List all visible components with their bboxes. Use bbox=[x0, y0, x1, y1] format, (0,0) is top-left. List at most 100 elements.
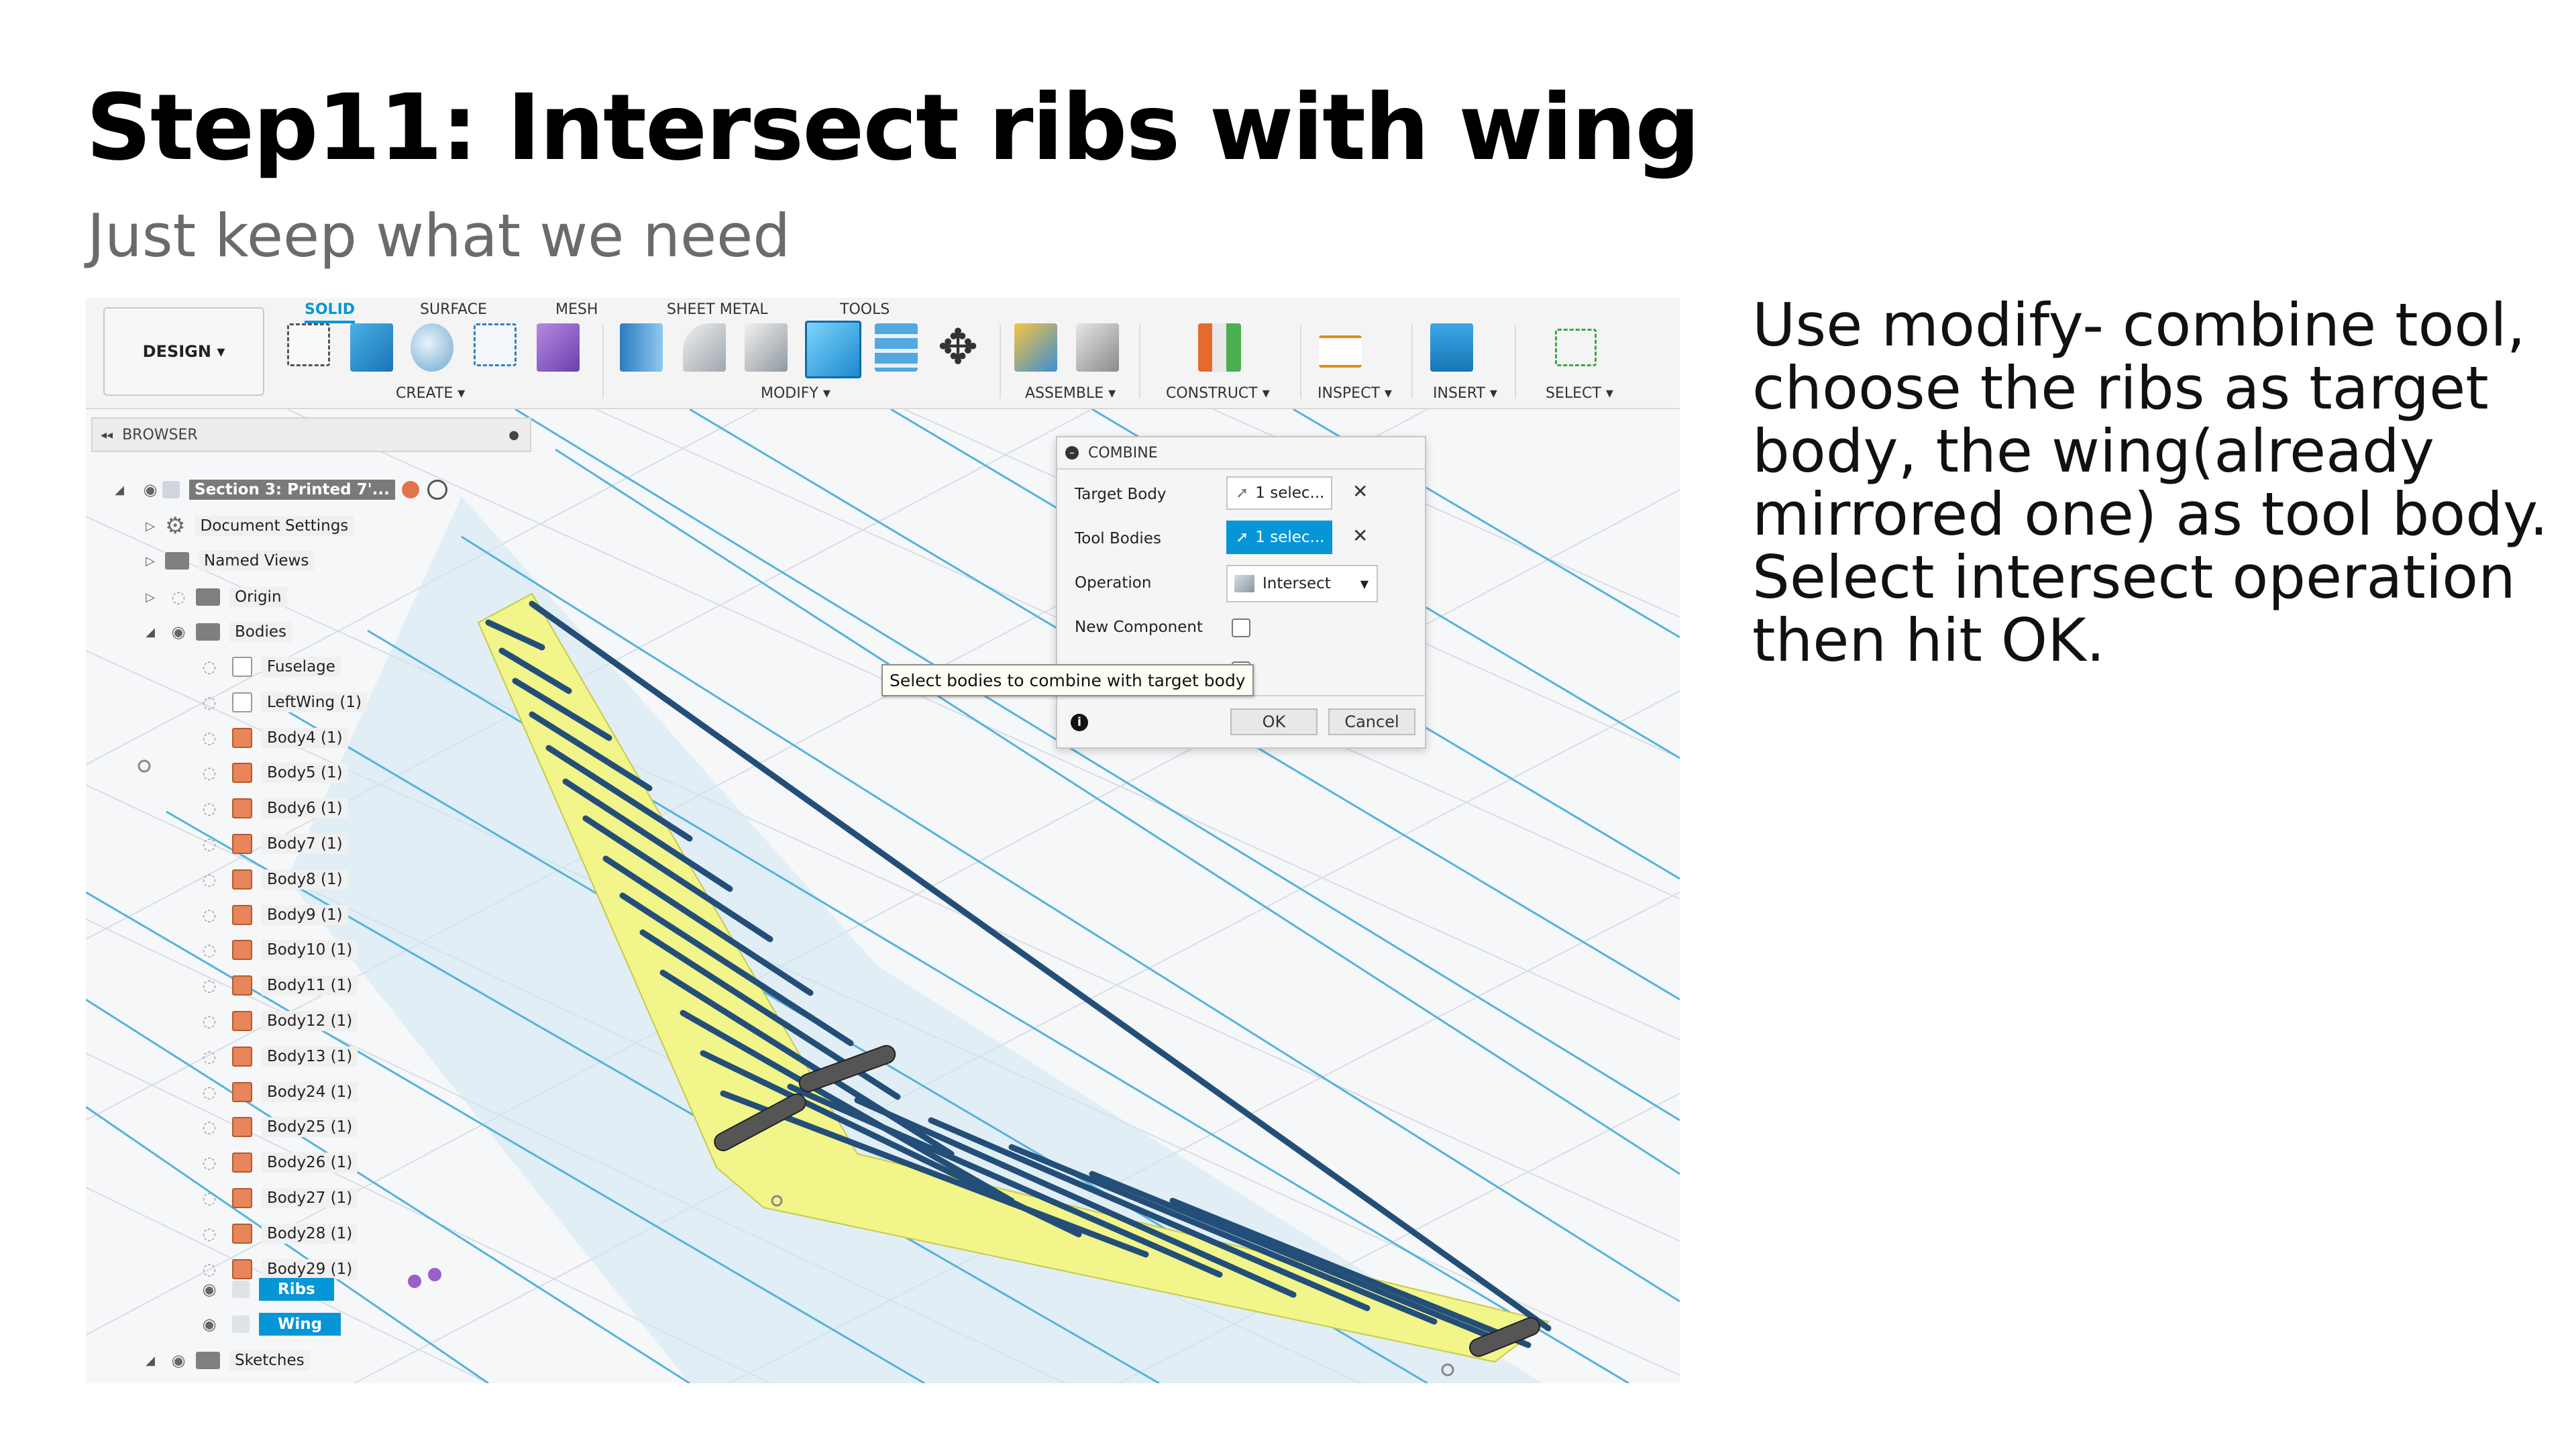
tree-item-body[interactable]: ◌ Body27 (1) bbox=[197, 1183, 358, 1213]
select-menu[interactable]: SELECT ▾ bbox=[1546, 385, 1613, 402]
modify-menu[interactable]: MODIFY ▾ bbox=[761, 385, 830, 402]
hidden-eye-icon[interactable]: ◌ bbox=[202, 1189, 217, 1208]
insert-image-icon[interactable] bbox=[1430, 323, 1473, 372]
browser-pin-icon[interactable]: ● bbox=[508, 427, 519, 442]
expand-caret-icon[interactable]: ▷ bbox=[146, 590, 155, 604]
tree-item-body[interactable]: ◌ Body10 (1) bbox=[197, 935, 358, 965]
tree-item-body[interactable]: ◌ Body13 (1) bbox=[197, 1042, 358, 1071]
hidden-eye-icon[interactable]: ◌ bbox=[202, 1259, 217, 1279]
hidden-eye-icon[interactable]: ◌ bbox=[202, 657, 217, 676]
hidden-eye-icon[interactable]: ◌ bbox=[202, 869, 217, 889]
visibility-eye-icon[interactable]: ◉ bbox=[171, 623, 186, 641]
tree-root[interactable]: ◢ ◉ Section 3: Printed 7'... bbox=[113, 475, 447, 504]
hidden-eye-icon[interactable]: ◌ bbox=[202, 799, 217, 818]
hidden-eye-icon[interactable]: ◌ bbox=[171, 588, 186, 606]
clear-tool-icon[interactable]: ✕ bbox=[1352, 525, 1368, 547]
visibility-eye-icon[interactable]: ◉ bbox=[202, 1315, 217, 1334]
construct-plane-icon[interactable] bbox=[1198, 323, 1241, 372]
hidden-eye-icon[interactable]: ◌ bbox=[202, 1046, 217, 1066]
fillet-icon[interactable] bbox=[683, 323, 726, 372]
hidden-eye-icon[interactable]: ◌ bbox=[202, 835, 217, 853]
tree-item-body[interactable]: ◌ Body5 (1) bbox=[197, 758, 348, 788]
measure-icon[interactable] bbox=[1319, 335, 1362, 368]
tree-item-body[interactable]: ◌ LeftWing (1) bbox=[197, 688, 367, 717]
tree-item-bodies[interactable]: ◢ ◉ Bodies bbox=[144, 617, 292, 647]
hidden-eye-icon[interactable]: ◌ bbox=[202, 1153, 217, 1173]
press-pull-icon[interactable] bbox=[620, 323, 663, 372]
tool-bodies-selector[interactable]: ➚ 1 selec... bbox=[1226, 521, 1332, 554]
hidden-eye-icon[interactable]: ◌ bbox=[202, 728, 217, 747]
select-window-icon[interactable] bbox=[1555, 329, 1597, 366]
tree-item-body[interactable]: ◌ Body12 (1) bbox=[197, 1006, 358, 1036]
expand-caret-icon[interactable]: ◢ bbox=[146, 625, 155, 639]
assemble-menu[interactable]: ASSEMBLE ▾ bbox=[1025, 385, 1116, 402]
tree-item-body[interactable]: ◌ Body29 (1) bbox=[197, 1254, 358, 1284]
collapse-dialog-icon[interactable]: – bbox=[1065, 446, 1079, 460]
tree-item-body[interactable]: ◌ Body11 (1) bbox=[197, 971, 358, 1000]
chamfer-icon[interactable] bbox=[745, 323, 788, 372]
tree-item-body[interactable]: ◌ Body7 (1) bbox=[197, 829, 348, 859]
pattern-icon[interactable] bbox=[474, 323, 517, 366]
expand-caret-icon[interactable]: ▷ bbox=[146, 553, 155, 568]
browser-header[interactable]: ◂◂ BROWSER ● bbox=[91, 417, 531, 452]
form-icon[interactable] bbox=[537, 323, 580, 372]
ok-button[interactable]: OK bbox=[1230, 708, 1318, 735]
inspect-menu[interactable]: INSPECT ▾ bbox=[1318, 385, 1392, 402]
tree-item-body[interactable]: ◌ Body9 (1) bbox=[197, 900, 348, 930]
visibility-eye-icon[interactable]: ◉ bbox=[143, 480, 158, 499]
extrude-icon[interactable] bbox=[350, 323, 393, 372]
move-icon[interactable]: ✥ bbox=[937, 319, 979, 375]
tab-mesh[interactable]: MESH bbox=[555, 301, 598, 318]
hidden-eye-icon[interactable]: ◌ bbox=[202, 692, 217, 712]
collapse-browser-icon[interactable]: ◂◂ bbox=[101, 427, 113, 442]
tree-item-body[interactable]: ◌ Fuselage bbox=[197, 652, 341, 682]
tab-solid[interactable]: SOLID bbox=[305, 298, 356, 323]
operation-select[interactable]: Intersect ▼ bbox=[1226, 565, 1378, 602]
hidden-eye-icon[interactable]: ◌ bbox=[202, 976, 217, 996]
tree-item-ribs[interactable]: ◉ Ribs bbox=[197, 1275, 334, 1304]
radio-icon[interactable] bbox=[427, 480, 447, 500]
target-body-selector[interactable]: ➚ 1 selec... bbox=[1226, 476, 1332, 510]
tree-item-origin[interactable]: ▷ ◌ Origin bbox=[144, 582, 287, 612]
tree-item-body[interactable]: ◌ Body6 (1) bbox=[197, 794, 348, 823]
tree-item-wing[interactable]: ◉ Wing bbox=[197, 1309, 341, 1339]
hidden-eye-icon[interactable]: ◌ bbox=[202, 1012, 217, 1030]
shell-icon[interactable] bbox=[875, 323, 918, 372]
dialog-header[interactable]: – COMBINE bbox=[1057, 437, 1425, 470]
info-icon[interactable]: i bbox=[1071, 714, 1088, 731]
tab-sheet-metal[interactable]: SHEET METAL bbox=[667, 301, 768, 318]
tree-item-named-views[interactable]: ▷ Named Views bbox=[144, 546, 315, 576]
tab-tools[interactable]: TOOLS bbox=[840, 301, 890, 318]
hidden-eye-icon[interactable]: ◌ bbox=[202, 905, 217, 924]
hidden-eye-icon[interactable]: ◌ bbox=[202, 1082, 217, 1102]
tree-item-body[interactable]: ◌ Body25 (1) bbox=[197, 1112, 358, 1142]
expand-caret-icon[interactable]: ▷ bbox=[146, 519, 155, 533]
combine-icon[interactable] bbox=[805, 321, 861, 378]
new-component-icon[interactable] bbox=[1014, 323, 1057, 372]
construct-menu[interactable]: CONSTRUCT ▾ bbox=[1166, 385, 1270, 402]
visibility-eye-icon[interactable]: ◉ bbox=[202, 1280, 217, 1299]
tree-item-body[interactable]: ◌ Body24 (1) bbox=[197, 1077, 358, 1107]
create-menu[interactable]: CREATE ▾ bbox=[396, 385, 466, 402]
clear-target-icon[interactable]: ✕ bbox=[1352, 480, 1368, 502]
revolve-icon[interactable] bbox=[411, 323, 453, 372]
hidden-eye-icon[interactable]: ◌ bbox=[202, 1224, 217, 1243]
tree-item-body[interactable]: ◌ Body4 (1) bbox=[197, 723, 348, 753]
tab-surface[interactable]: SURFACE bbox=[420, 301, 487, 318]
tree-item-body[interactable]: ◌ Body26 (1) bbox=[197, 1148, 358, 1177]
hidden-eye-icon[interactable]: ◌ bbox=[202, 763, 217, 783]
expand-caret-icon[interactable]: ◢ bbox=[115, 482, 124, 497]
hidden-eye-icon[interactable]: ◌ bbox=[202, 1118, 217, 1137]
expand-caret-icon[interactable]: ◢ bbox=[146, 1353, 155, 1368]
visibility-eye-icon[interactable]: ◉ bbox=[171, 1351, 186, 1370]
tree-item-sketches[interactable]: ◢ ◉ Sketches bbox=[144, 1346, 310, 1375]
tree-item-body[interactable]: ◌ Body8 (1) bbox=[197, 865, 348, 894]
joint-icon[interactable] bbox=[1076, 323, 1119, 372]
cancel-button[interactable]: Cancel bbox=[1328, 708, 1415, 735]
insert-menu[interactable]: INSERT ▾ bbox=[1433, 385, 1497, 402]
design-workspace-button[interactable]: DESIGN ▾ bbox=[103, 307, 264, 396]
new-component-checkbox[interactable] bbox=[1232, 619, 1250, 637]
tree-item-body[interactable]: ◌ Body28 (1) bbox=[197, 1219, 358, 1248]
hidden-eye-icon[interactable]: ◌ bbox=[202, 941, 217, 960]
create-sketch-icon[interactable] bbox=[287, 323, 330, 366]
